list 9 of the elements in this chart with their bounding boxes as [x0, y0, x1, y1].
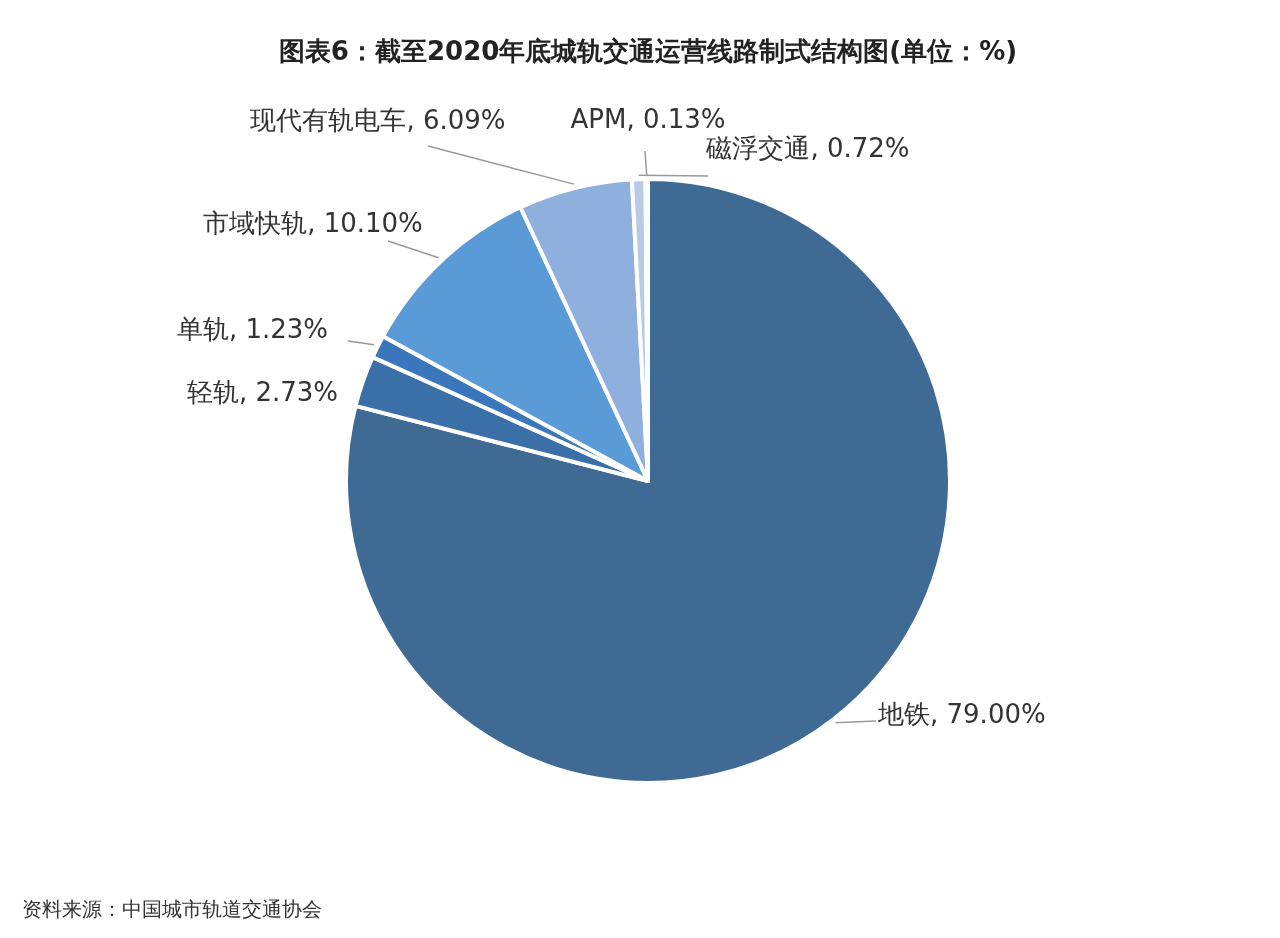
slice-label: APM, 0.13% — [570, 104, 726, 134]
slice-label: 轻轨, 2.73% — [186, 377, 338, 407]
text: 资料来源：中国城市轨道交通协会 — [22, 897, 322, 921]
slice-label: 市域快轨, 10.10% — [202, 207, 424, 240]
chart-title: 图表6：截至2020年底城轨交通运营线路制式结构图(单位：%) — [278, 36, 1018, 66]
slice-label: 单轨, 1.23% — [176, 314, 328, 344]
slice-label: 磁浮交通, 0.72% — [705, 132, 911, 165]
slice-label: 现代有轨电车, 6.09% — [249, 104, 507, 137]
slice-label: 地铁, 79.00% — [877, 699, 1046, 729]
